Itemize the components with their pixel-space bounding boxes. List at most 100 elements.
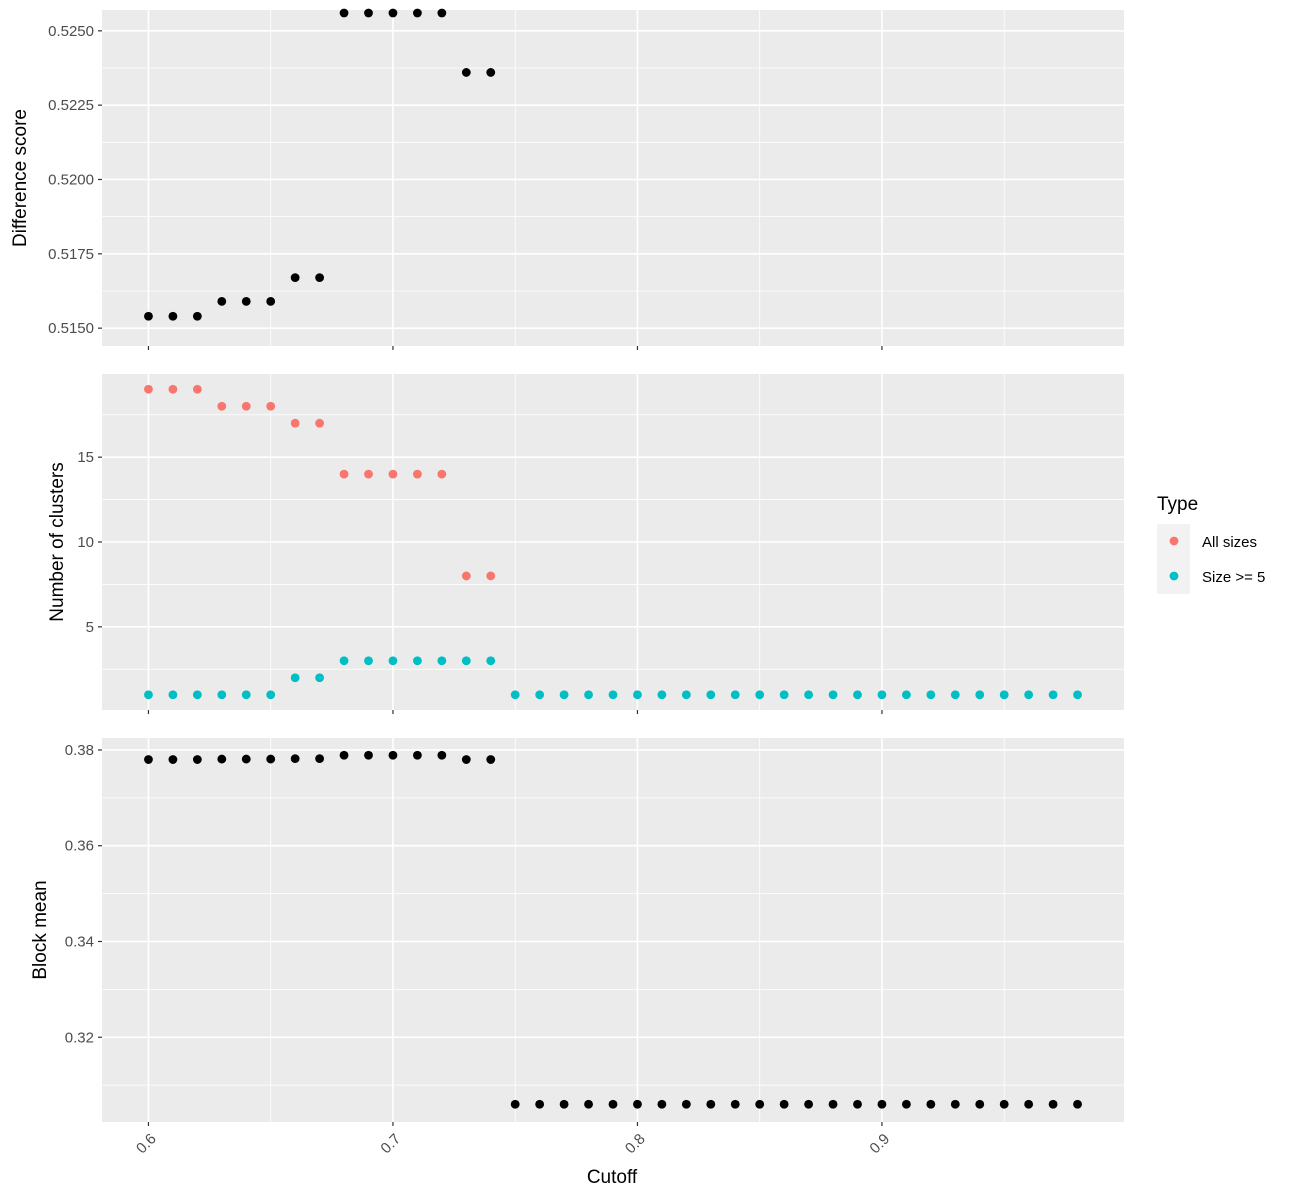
data-point — [975, 690, 985, 700]
data-point — [853, 1099, 862, 1109]
data-point — [437, 8, 447, 18]
data-point — [437, 656, 447, 666]
data-point — [901, 1099, 911, 1109]
data-point — [633, 690, 642, 700]
y-axis-title: Block mean — [30, 880, 51, 979]
data-point — [1024, 690, 1034, 700]
y-tick-label: 15 — [77, 449, 94, 466]
data-point — [1073, 1099, 1082, 1109]
y-tick-label: 5 — [86, 619, 94, 636]
data-point — [926, 1099, 936, 1109]
panel-background — [102, 10, 1124, 346]
data-point — [413, 8, 422, 18]
data-point — [633, 1099, 642, 1109]
data-point — [584, 690, 593, 700]
data-point — [168, 311, 178, 321]
data-point — [192, 384, 202, 394]
y-tick-label: 0.38 — [65, 742, 94, 759]
data-point — [266, 690, 276, 700]
data-point — [853, 690, 862, 700]
data-point — [413, 656, 422, 666]
data-point — [926, 690, 936, 700]
data-point — [828, 690, 838, 700]
data-point — [388, 469, 398, 479]
y-tick-label: 0.5175 — [48, 246, 94, 263]
data-point — [388, 750, 398, 760]
data-point — [290, 673, 300, 683]
data-point — [413, 469, 422, 479]
data-point — [804, 1099, 813, 1109]
data-point — [901, 690, 911, 700]
data-point — [755, 1099, 765, 1109]
data-point — [339, 469, 349, 479]
data-point — [364, 750, 373, 760]
data-point — [486, 571, 496, 581]
y-tick-label: 0.5250 — [48, 23, 94, 40]
data-point — [730, 690, 740, 700]
data-point — [315, 273, 325, 283]
data-point — [315, 673, 325, 683]
data-point — [950, 690, 960, 700]
data-point — [290, 418, 300, 428]
data-point — [290, 273, 300, 283]
data-point — [779, 690, 789, 700]
series-size-5 — [144, 656, 1082, 700]
y-tick-label: 0.5225 — [48, 97, 94, 114]
panel-top: 0.5150 0.5175 0.5200 0.5225 0.5250 Difference… — [10, 8, 1124, 350]
data-point — [144, 690, 153, 700]
data-point — [241, 754, 251, 764]
data-point — [217, 690, 227, 700]
data-point — [877, 1099, 887, 1109]
data-point — [437, 750, 447, 760]
data-point — [364, 656, 373, 666]
chart-panels: 0.5150 0.5175 0.5200 0.5225 0.5250 Difference… — [10, 8, 1124, 1126]
legend: Type All sizes Size >= 5 — [1157, 494, 1265, 594]
data-point — [315, 754, 325, 763]
data-point — [608, 690, 618, 700]
data-point — [950, 1099, 960, 1109]
data-point — [975, 1099, 985, 1109]
legend-label: All sizes — [1202, 534, 1257, 551]
data-point — [559, 1099, 569, 1109]
data-point — [364, 8, 373, 18]
panel-bottom: 0.32 0.34 0.36 0.38 Block mean — [30, 738, 1124, 1126]
legend-label: Size >= 5 — [1202, 569, 1265, 586]
data-point — [681, 1099, 691, 1109]
y-axis-title: Number of clusters — [47, 462, 68, 621]
data-point — [413, 750, 422, 760]
data-point — [339, 8, 349, 18]
data-point — [486, 755, 496, 764]
data-point — [706, 1099, 716, 1109]
y-tick-label: 0.5150 — [48, 320, 94, 337]
data-point — [266, 296, 276, 306]
data-point — [486, 656, 496, 666]
data-point — [755, 690, 765, 700]
x-tick-label: 0.9 — [866, 1130, 893, 1157]
legend-title: Type — [1157, 494, 1198, 515]
legend-entries: All sizes Size >= 5 — [1169, 534, 1265, 586]
data-point — [168, 755, 178, 764]
y-axis-title: Difference score — [10, 109, 31, 247]
legend-key-point — [1169, 571, 1179, 581]
data-point — [168, 690, 178, 700]
data-point — [315, 418, 325, 428]
data-point — [192, 311, 202, 321]
data-point — [144, 311, 153, 321]
data-point — [290, 754, 300, 763]
data-point — [535, 1099, 545, 1109]
data-point — [192, 690, 202, 700]
data-point — [266, 754, 276, 764]
data-point — [730, 1099, 740, 1109]
data-point — [706, 690, 716, 700]
data-point — [241, 296, 251, 306]
data-point — [657, 690, 667, 700]
data-point — [437, 469, 447, 479]
data-point — [339, 750, 349, 760]
x-tick-label: 0.6 — [133, 1130, 160, 1157]
series-points — [144, 750, 1082, 1109]
data-point — [1024, 1099, 1034, 1109]
data-point — [535, 690, 545, 700]
y-tick-label: 0.32 — [65, 1029, 94, 1046]
panel-background — [102, 738, 1124, 1122]
data-point — [999, 1099, 1009, 1109]
